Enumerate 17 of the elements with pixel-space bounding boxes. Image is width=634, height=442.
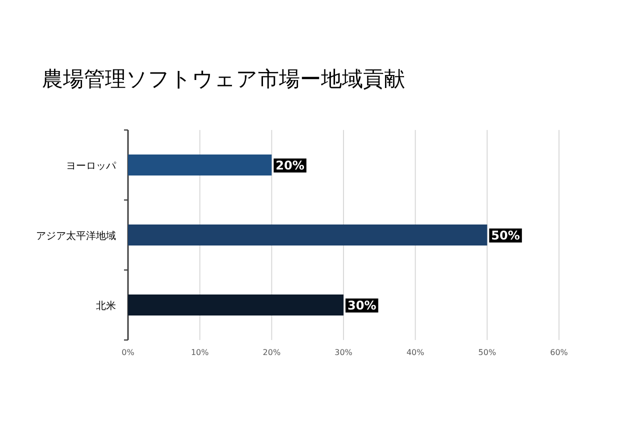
x-tick-label: 50%	[478, 348, 496, 357]
x-tick-label: 0%	[122, 348, 135, 357]
bar	[128, 294, 344, 316]
x-tick-label: 30%	[334, 348, 353, 357]
data-label: 30%	[348, 298, 376, 312]
y-tick-label: ヨーロッパ	[66, 161, 117, 172]
x-tick-label: 10%	[190, 348, 210, 357]
y-tick-label: アジア太平洋地域	[36, 230, 116, 242]
data-label: 20%	[276, 158, 304, 172]
x-tick-label: 40%	[406, 348, 425, 357]
y-tick-label: 北米	[96, 300, 116, 312]
bar	[128, 224, 488, 246]
data-label: 50%	[491, 228, 520, 242]
bar	[128, 154, 272, 176]
x-tick-label: 20%	[262, 348, 281, 357]
x-tick-label: 60%	[550, 348, 568, 357]
chart-title: 農場管理ソフトウェア市場ー地域貢献	[42, 67, 405, 91]
